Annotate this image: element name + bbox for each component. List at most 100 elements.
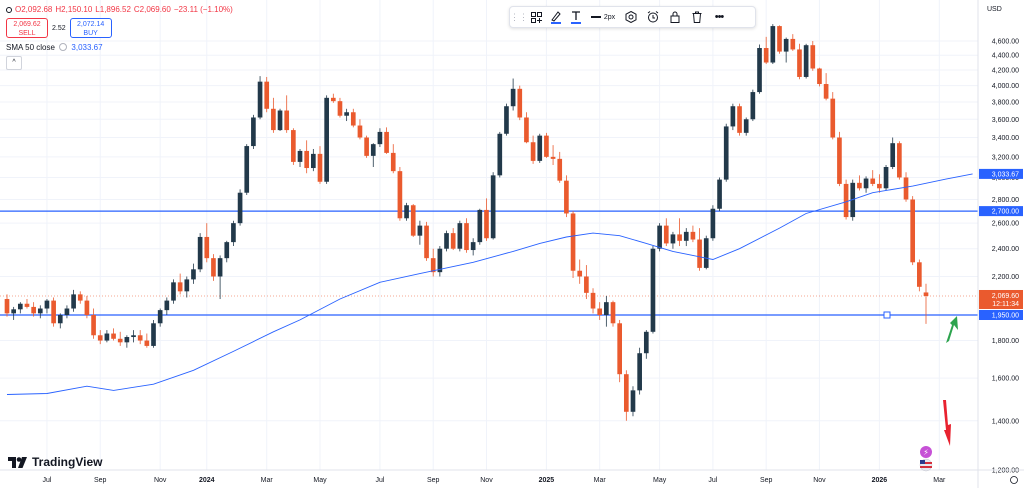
template-icon[interactable] xyxy=(526,7,546,27)
drawn-arrows[interactable] xyxy=(943,316,958,446)
candle-body xyxy=(717,179,722,209)
candle-body xyxy=(723,126,729,180)
y-tick-label: 2,200.00 xyxy=(992,274,1019,281)
y-tick-label: 2,800.00 xyxy=(992,197,1019,204)
drag-handle-icon[interactable]: ⋮⋮ xyxy=(510,11,528,22)
arrow-down-icon[interactable] xyxy=(943,400,951,446)
axis-settings-icon[interactable] xyxy=(1010,476,1018,484)
candle-body xyxy=(37,308,43,314)
text-color-icon[interactable] xyxy=(566,7,586,27)
buy-button[interactable]: 2,072.14 BUY xyxy=(69,18,112,38)
candle-body xyxy=(597,308,603,315)
x-tick-label: Mar xyxy=(261,477,274,484)
tradingview-logo[interactable]: TradingView xyxy=(8,455,102,469)
more-icon[interactable]: ••• xyxy=(714,11,725,23)
candle-body xyxy=(610,302,616,324)
candle-body xyxy=(883,166,889,189)
currency-label[interactable]: USD xyxy=(987,6,1002,13)
candle-body xyxy=(131,335,136,338)
candle-body xyxy=(117,338,123,343)
alert-icon[interactable] xyxy=(642,7,664,27)
candle-body xyxy=(151,323,156,346)
candle-body xyxy=(837,137,842,184)
lock-icon[interactable] xyxy=(664,7,686,27)
line-width-control[interactable]: 2px xyxy=(586,7,620,27)
candle-body xyxy=(923,292,929,296)
y-tick-label: 2,600.00 xyxy=(992,221,1019,228)
indicator-label: SMA 50 close xyxy=(6,43,55,52)
symbol-status-icon[interactable] xyxy=(6,7,12,13)
sma-price-tag xyxy=(979,168,1023,179)
candle-body xyxy=(124,337,130,343)
candle-body xyxy=(71,294,76,309)
candle-body xyxy=(903,177,909,200)
candle-body xyxy=(823,84,829,99)
x-tick-label: 2025 xyxy=(539,477,555,484)
candle-body xyxy=(137,335,143,341)
candle-body xyxy=(743,119,749,133)
event-icon-glyph: ⚡ xyxy=(923,448,929,457)
candle-body xyxy=(690,231,696,240)
candle-body xyxy=(184,279,190,292)
trash-icon[interactable] xyxy=(686,7,708,27)
y-tick-label: 3,400.00 xyxy=(992,135,1019,142)
candle-body xyxy=(31,306,36,314)
candle-body xyxy=(464,223,469,251)
candle-body xyxy=(757,48,762,93)
candle-body xyxy=(404,205,409,219)
candle-body xyxy=(797,49,802,77)
y-tick-label: 1,400.00 xyxy=(992,418,1019,425)
candle-body xyxy=(737,106,742,133)
candle-body xyxy=(177,282,183,292)
indicator-legend[interactable]: SMA 50 close 3,033.67 xyxy=(6,43,103,52)
candle-body xyxy=(897,143,902,178)
arrow-up-icon[interactable] xyxy=(943,316,958,345)
candle-body xyxy=(370,144,376,156)
candle-body xyxy=(817,68,822,85)
candle-body xyxy=(437,248,443,273)
candle-body xyxy=(277,110,283,131)
candle-body xyxy=(57,314,63,324)
candle-body xyxy=(350,112,356,126)
candle-body xyxy=(830,98,836,138)
candle-body xyxy=(763,48,769,63)
candle-body xyxy=(510,88,516,107)
collapse-legend-button[interactable]: ^ xyxy=(6,56,22,70)
candle-body xyxy=(311,153,316,169)
spread-value: 2.52 xyxy=(52,24,66,32)
event-icon[interactable] xyxy=(920,446,932,458)
candle-body xyxy=(810,45,816,69)
settings-icon[interactable] xyxy=(620,7,642,27)
event-markers[interactable]: ⚡ xyxy=(919,446,933,472)
candle-body xyxy=(410,205,416,236)
candle-body xyxy=(197,236,203,270)
y-tick-label: 1,800.00 xyxy=(992,338,1019,345)
y-tick-label: 4,600.00 xyxy=(992,39,1019,46)
y-tick-label: 3,200.00 xyxy=(992,154,1019,161)
candle-body xyxy=(104,333,110,341)
line-color-icon[interactable] xyxy=(546,7,566,27)
candle-body xyxy=(204,236,210,259)
candle-body xyxy=(803,45,809,77)
candle-body xyxy=(64,308,70,315)
candle-body xyxy=(244,146,250,193)
line-anchor-handle[interactable] xyxy=(883,311,891,319)
indicator-settings-icon[interactable] xyxy=(59,43,68,51)
price-axis[interactable]: 1,200.00 1,400.00 1,600.00 1,800.00 2,200.00… xyxy=(977,0,1023,488)
candle-body xyxy=(237,192,243,224)
candle-body xyxy=(604,302,609,315)
time-axis[interactable]: Jul Sep Nov 2024 Mar May Jul Sep Nov 2025 Mar May Ju… xyxy=(0,469,1024,484)
tradingview-mark-icon xyxy=(8,456,27,468)
candle-body xyxy=(777,26,782,52)
y-tick-label: 1,600.00 xyxy=(992,376,1019,383)
candle-body xyxy=(390,152,396,172)
candle-body xyxy=(417,225,423,236)
candle-body xyxy=(730,106,736,127)
x-tick-label: May xyxy=(653,477,667,484)
candle-body xyxy=(157,310,163,324)
sell-button[interactable]: 2,069.62 SELL xyxy=(6,18,48,38)
candle-body xyxy=(397,171,403,219)
buy-price: 2,072.14 xyxy=(77,21,105,28)
candle-body xyxy=(284,110,290,131)
